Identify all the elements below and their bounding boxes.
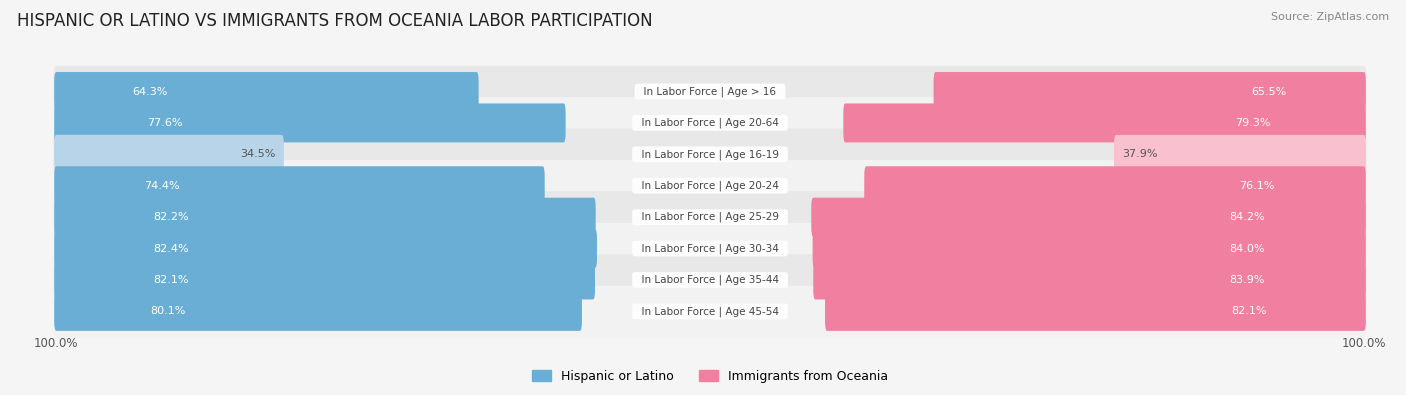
FancyBboxPatch shape bbox=[53, 192, 1367, 243]
Text: In Labor Force | Age 45-54: In Labor Force | Age 45-54 bbox=[634, 306, 786, 317]
FancyBboxPatch shape bbox=[53, 97, 1367, 149]
FancyBboxPatch shape bbox=[53, 66, 1367, 117]
FancyBboxPatch shape bbox=[53, 286, 1367, 337]
Text: 84.0%: 84.0% bbox=[1229, 244, 1265, 254]
FancyBboxPatch shape bbox=[55, 103, 565, 143]
FancyBboxPatch shape bbox=[53, 223, 1367, 274]
Text: 80.1%: 80.1% bbox=[150, 307, 186, 316]
FancyBboxPatch shape bbox=[55, 135, 284, 174]
Text: 65.5%: 65.5% bbox=[1251, 87, 1286, 96]
FancyBboxPatch shape bbox=[55, 166, 544, 205]
Text: In Labor Force | Age 20-64: In Labor Force | Age 20-64 bbox=[636, 118, 785, 128]
FancyBboxPatch shape bbox=[55, 260, 595, 299]
Text: 77.6%: 77.6% bbox=[148, 118, 183, 128]
Text: 82.4%: 82.4% bbox=[153, 244, 188, 254]
Text: 34.5%: 34.5% bbox=[240, 149, 276, 159]
Text: 82.2%: 82.2% bbox=[153, 212, 188, 222]
FancyBboxPatch shape bbox=[53, 254, 1367, 306]
FancyBboxPatch shape bbox=[865, 166, 1365, 205]
Text: HISPANIC OR LATINO VS IMMIGRANTS FROM OCEANIA LABOR PARTICIPATION: HISPANIC OR LATINO VS IMMIGRANTS FROM OC… bbox=[17, 12, 652, 30]
Text: In Labor Force | Age 16-19: In Labor Force | Age 16-19 bbox=[634, 149, 786, 160]
FancyBboxPatch shape bbox=[844, 103, 1365, 143]
Text: 76.1%: 76.1% bbox=[1239, 181, 1274, 191]
Legend: Hispanic or Latino, Immigrants from Oceania: Hispanic or Latino, Immigrants from Ocea… bbox=[533, 370, 887, 383]
FancyBboxPatch shape bbox=[55, 198, 596, 237]
Text: In Labor Force | Age 20-24: In Labor Force | Age 20-24 bbox=[636, 181, 785, 191]
FancyBboxPatch shape bbox=[55, 292, 582, 331]
FancyBboxPatch shape bbox=[55, 229, 598, 268]
Text: 84.2%: 84.2% bbox=[1229, 212, 1265, 222]
Text: In Labor Force | Age 35-44: In Labor Force | Age 35-44 bbox=[634, 275, 786, 285]
FancyBboxPatch shape bbox=[813, 260, 1365, 299]
FancyBboxPatch shape bbox=[825, 292, 1365, 331]
Text: In Labor Force | Age > 16: In Labor Force | Age > 16 bbox=[637, 86, 783, 97]
Text: 64.3%: 64.3% bbox=[132, 87, 167, 96]
Text: 74.4%: 74.4% bbox=[143, 181, 180, 191]
Text: 37.9%: 37.9% bbox=[1122, 149, 1159, 159]
FancyBboxPatch shape bbox=[55, 72, 478, 111]
Text: 82.1%: 82.1% bbox=[153, 275, 188, 285]
Text: 79.3%: 79.3% bbox=[1234, 118, 1271, 128]
Text: 82.1%: 82.1% bbox=[1232, 307, 1267, 316]
Text: Source: ZipAtlas.com: Source: ZipAtlas.com bbox=[1271, 12, 1389, 22]
Text: 83.9%: 83.9% bbox=[1230, 275, 1265, 285]
FancyBboxPatch shape bbox=[811, 198, 1365, 237]
Text: In Labor Force | Age 30-34: In Labor Force | Age 30-34 bbox=[636, 243, 785, 254]
Text: In Labor Force | Age 25-29: In Labor Force | Age 25-29 bbox=[634, 212, 786, 222]
FancyBboxPatch shape bbox=[813, 229, 1365, 268]
FancyBboxPatch shape bbox=[1114, 135, 1365, 174]
FancyBboxPatch shape bbox=[53, 160, 1367, 211]
FancyBboxPatch shape bbox=[53, 129, 1367, 180]
FancyBboxPatch shape bbox=[934, 72, 1365, 111]
